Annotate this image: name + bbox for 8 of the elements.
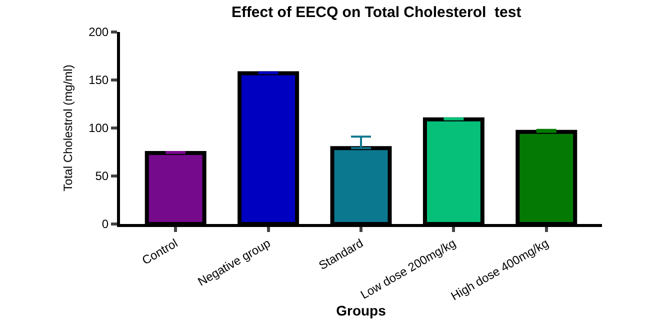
y-axis-title: Total Cholestrol (mg/ml) <box>60 64 75 192</box>
y-tick-label: 150 <box>88 73 109 88</box>
y-tick-label: 100 <box>88 121 109 136</box>
chart-title: Effect of EECQ on Total Cholesterol test <box>231 4 522 22</box>
y-tick-label: 200 <box>88 25 109 40</box>
y-tick-label: 50 <box>95 169 109 184</box>
y-tick-label: 0 <box>102 217 109 232</box>
x-axis-title: Groups <box>336 302 386 319</box>
